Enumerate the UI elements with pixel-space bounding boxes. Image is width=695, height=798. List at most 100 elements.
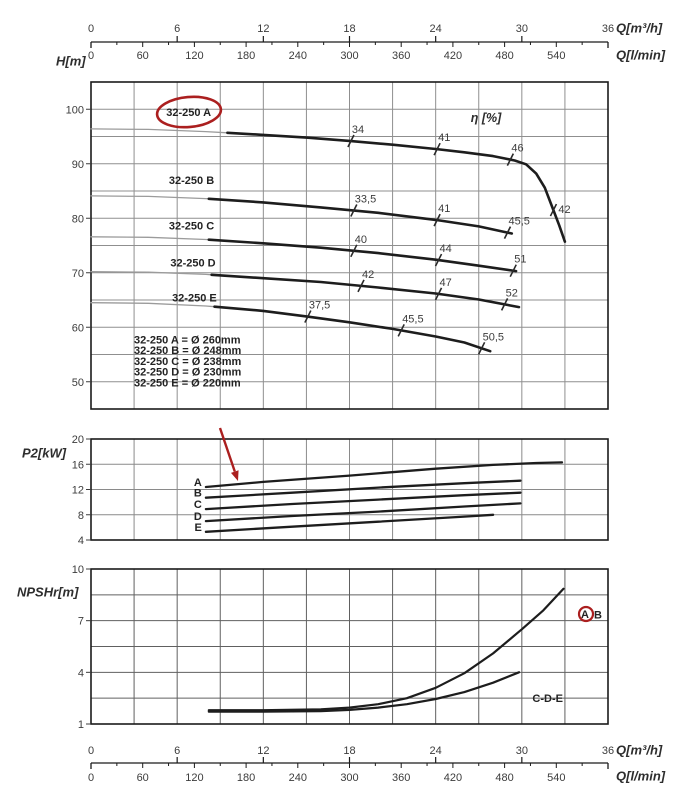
m3h-tick-label: 18: [343, 23, 355, 35]
curve-32-250 B-inlet: [90, 195, 210, 200]
y-tick-label: 16: [72, 459, 84, 471]
curve-32-250 C: [207, 238, 518, 273]
m3h-tick-label: 24: [430, 23, 442, 35]
head-axis-label: H[m]: [56, 53, 86, 69]
curve-32-250 E-inlet: [90, 302, 216, 308]
curve-C: [204, 491, 522, 511]
legend-line: 32-250 B = Ø 248mm: [134, 345, 242, 357]
flow-axis-bottom: 0 6 12 18 24 30 360 60 120 180 240 300 360 420 480 540: [88, 745, 614, 784]
efficiency-tick: [434, 253, 443, 267]
efficiency-value: 47: [440, 277, 452, 289]
lmin-tick-label: 120: [185, 50, 203, 62]
efficiency-value: 52: [506, 287, 518, 299]
efficiency-tick: [506, 153, 515, 166]
curve-32-250 A: [226, 131, 567, 243]
curve-32-250 D: [210, 273, 521, 309]
m3h-tick-label: 30: [516, 745, 528, 757]
y-tick-label: 60: [72, 322, 84, 334]
lmin-tick-label: 480: [495, 50, 513, 62]
efficiency-value: 37,5: [309, 300, 330, 312]
lmin-tick-label: 480: [495, 772, 513, 784]
m3h-tick-label: 6: [174, 745, 180, 757]
npsh-axis-label: NPSHr[m]: [17, 584, 79, 600]
lmin-tick-label: 300: [340, 772, 358, 784]
efficiency-tick: [503, 226, 512, 239]
efficiency-tick: [433, 213, 441, 227]
efficiency-value: 42: [362, 269, 374, 281]
highlight-ellipse-32-250-A: [155, 95, 223, 129]
m3h-tick-label: 0: [88, 23, 94, 35]
y-tick-label: 90: [72, 159, 84, 171]
curve-A-B: [207, 587, 565, 712]
y-tick-label: 20: [72, 434, 84, 446]
curve-label: 32-250 B: [169, 175, 214, 187]
efficiency-value: 42: [558, 204, 570, 216]
y-tick-label: 100: [66, 104, 84, 116]
lmin-tick-label: 420: [444, 772, 462, 784]
efficiency-value: 45,5: [508, 216, 529, 228]
head_flow-chart: 50 60 70 80 90 100 34 41 46 42 32-250 A 33,5 41 45,5 3…: [66, 81, 609, 410]
lmin-tick-label: 360: [392, 50, 410, 62]
efficiency-value: 51: [514, 254, 526, 266]
power-curve-letter: E: [195, 522, 202, 534]
lmin-tick-label: 300: [340, 50, 358, 62]
npsh-group-label: C-D-E: [532, 693, 563, 705]
y-tick-label: 4: [78, 667, 84, 679]
efficiency-value: 46: [511, 143, 523, 155]
npsh-group-label-b: B: [594, 609, 602, 621]
efficiency-tick: [509, 264, 517, 278]
efficiency-value: 34: [352, 124, 364, 136]
pointer-arrow-shaft: [218, 427, 236, 472]
legend-line: 32-250 A = Ø 260mm: [134, 335, 241, 347]
curve-32-250 D-inlet: [90, 271, 213, 276]
lmin-tick-label: 0: [88, 772, 94, 784]
legend-line: 32-250 E = Ø 220mm: [134, 377, 241, 389]
curve-32-250 C-inlet: [90, 236, 210, 241]
efficiency-tick: [350, 244, 358, 258]
curve-D: [204, 502, 522, 523]
m3h-tick-label: 6: [174, 23, 180, 35]
efficiency-tick: [350, 204, 358, 217]
power-curve-letter: C: [194, 499, 202, 511]
npsh_flow-chart: 1 4 7 10 A B C-D-E: [72, 564, 609, 731]
curve-32-250 B: [207, 197, 514, 235]
curve-label: 32-250 C: [169, 220, 214, 232]
efficiency-tick: [357, 279, 365, 293]
curve-E: [204, 513, 495, 533]
lmin-tick-label: 180: [237, 50, 255, 62]
curve-32-250 E: [213, 305, 492, 353]
red-annotations: [155, 95, 595, 623]
efficiency-tick: [397, 324, 405, 337]
efficiency-tick: [500, 298, 509, 311]
power-curve-letter: A: [194, 477, 202, 489]
flow-unit-lmin-bottom: Q[l/min]: [616, 768, 666, 784]
m3h-tick-label: 36: [602, 23, 614, 35]
efficiency-tick: [347, 134, 355, 148]
efficiency-tick: [433, 142, 441, 156]
lmin-tick-label: 540: [547, 50, 565, 62]
efficiency-tick: [477, 341, 486, 355]
power-curve-letter: D: [194, 511, 202, 523]
npsh-group-label-a: A: [581, 609, 589, 621]
efficiency-tick: [304, 310, 312, 323]
curve-32-250 A-inlet: [90, 128, 229, 134]
efficiency-tick: [434, 287, 443, 301]
lmin-tick-label: 240: [289, 50, 307, 62]
y-tick-label: 4: [78, 535, 84, 547]
lmin-tick-label: 0: [88, 50, 94, 62]
legend-line: 32-250 D = Ø 230mm: [134, 367, 242, 379]
plot-border: [90, 81, 609, 410]
highlight-circle-A: [577, 605, 595, 623]
efficiency-value: 50,5: [483, 331, 504, 343]
lmin-tick-label: 420: [444, 50, 462, 62]
y-tick-label: 10: [72, 564, 84, 576]
y-tick-label: 50: [72, 377, 84, 389]
flow-unit-m3h-top: Q[m³/h]: [616, 20, 663, 36]
y-tick-label: 70: [72, 268, 84, 280]
y-tick-label: 1: [78, 719, 84, 731]
curve-label: 32-250 A: [166, 107, 211, 119]
curve-A: [204, 461, 564, 489]
